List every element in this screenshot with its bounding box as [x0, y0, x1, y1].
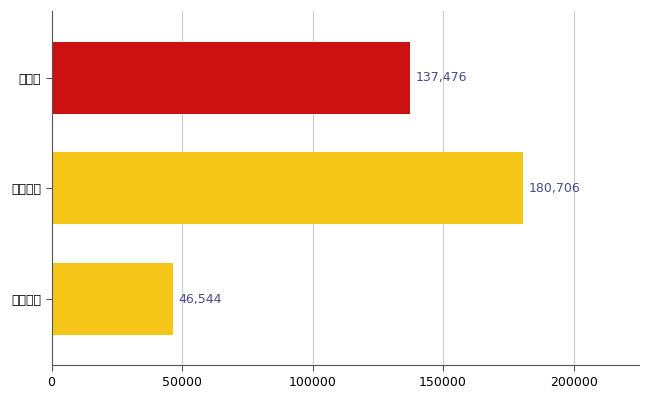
Text: 137,476: 137,476 [415, 71, 467, 84]
Text: 180,706: 180,706 [528, 182, 580, 195]
Bar [51, 263, 173, 335]
Bar [51, 42, 410, 114]
Bar [51, 152, 523, 224]
Text: 46,544: 46,544 [178, 292, 222, 306]
